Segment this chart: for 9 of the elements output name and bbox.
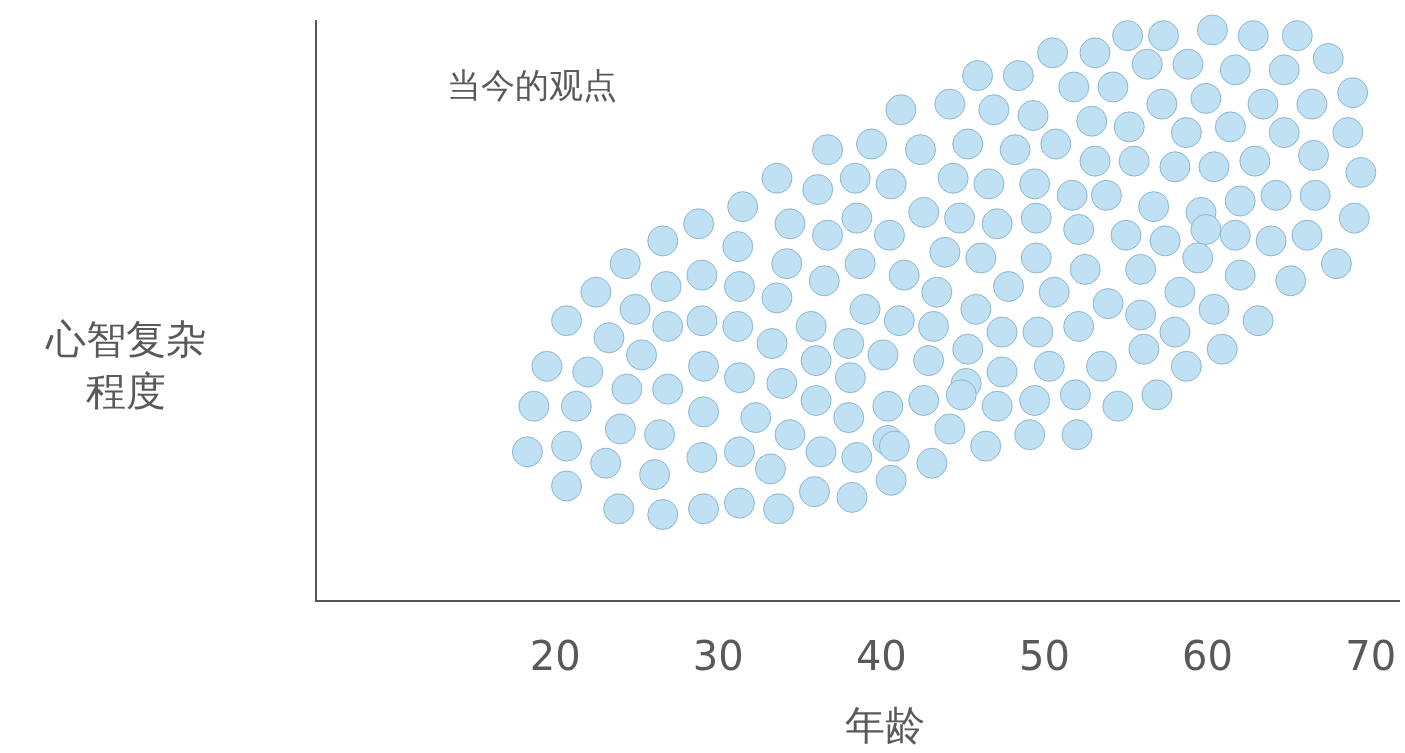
- x-tick-label: 50: [1018, 632, 1070, 679]
- x-tick-label: 70: [1345, 632, 1397, 679]
- x-tick-label: 60: [1182, 632, 1233, 679]
- x-tick-label: 20: [529, 632, 581, 679]
- x-tick-label: 30: [692, 632, 744, 679]
- y-axis-title: 心智复杂程度: [45, 316, 206, 414]
- x-tick-label: 40: [855, 632, 907, 679]
- x-axis-title: 年龄: [845, 702, 925, 748]
- text: 当今的观点: [447, 65, 617, 105]
